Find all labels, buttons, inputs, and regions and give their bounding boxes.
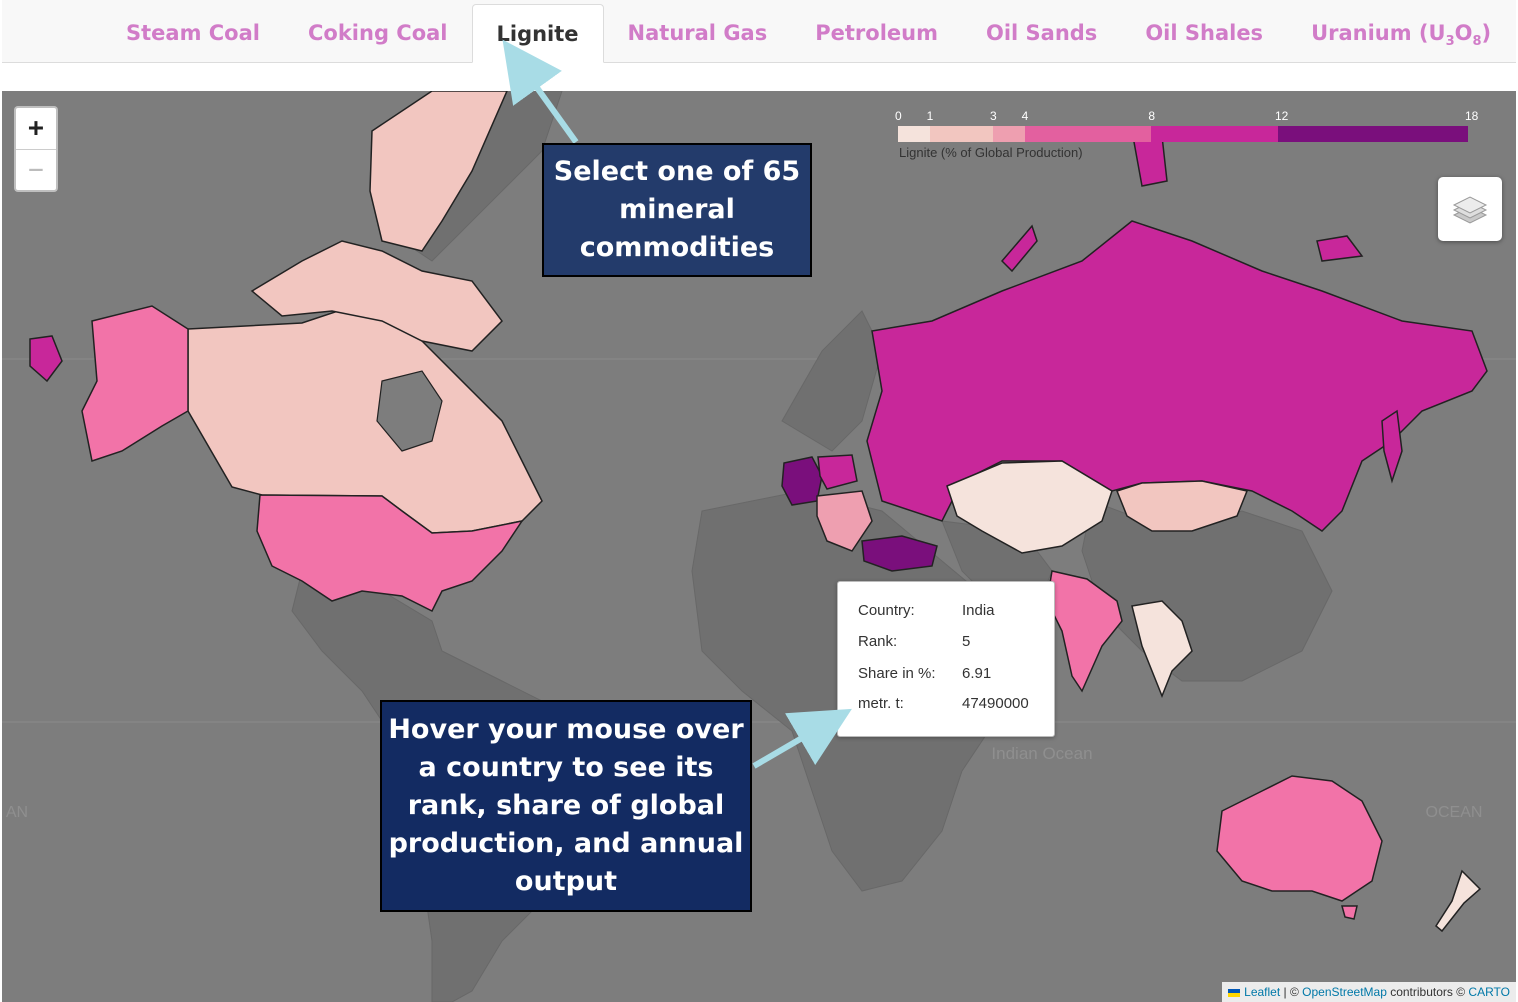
tab-coking-coal[interactable]: Coking Coal [307, 21, 448, 45]
map-attribution: Leaflet | © OpenStreetMap contributors ©… [1222, 982, 1516, 1002]
tooltip-share-label: Share in %: [858, 665, 936, 682]
legend-title: Lignite (% of Global Production) [899, 145, 1083, 160]
layers-icon [1452, 196, 1488, 224]
country-kazakhstan[interactable] [946, 460, 1113, 554]
country-se-asia[interactable] [1131, 600, 1193, 699]
country-canada-baffin[interactable] [369, 91, 508, 252]
zoom-in-button[interactable]: + [16, 108, 56, 150]
country-tooltip: Country: India Rank: 5 Share in %: 6.91 met… [837, 581, 1055, 737]
ocean-label-indian: Indian Ocean [991, 744, 1092, 763]
country-tasmania[interactable] [1341, 905, 1358, 920]
ocean-label-left: AN [6, 804, 28, 821]
tab-oil-shales[interactable]: Oil Shales [1145, 21, 1264, 45]
osm-link[interactable]: OpenStreetMap [1302, 985, 1387, 999]
callout-select-commodity: Select one of 65 mineral commodities [542, 143, 812, 277]
leaflet-link[interactable]: Leaflet [1244, 985, 1281, 999]
legend-color-bar [898, 126, 1468, 142]
country-canada-islands[interactable] [250, 240, 503, 352]
tab-lignite[interactable]: Lignite [471, 4, 604, 63]
country-balkans[interactable] [816, 490, 873, 552]
zoom-out-button[interactable]: − [28, 155, 44, 185]
tooltip-country-value: India [962, 602, 995, 619]
country-china[interactable] [1081, 500, 1333, 682]
layers-control[interactable] [1438, 177, 1502, 241]
country-usa-alaska[interactable] [81, 305, 189, 462]
tab-uranium[interactable]: Uranium (U3O8) [1311, 21, 1492, 50]
tooltip-output-value: 47490000 [962, 695, 1029, 712]
tooltip-country-label: Country: [858, 602, 915, 619]
legend-tick: 0 [895, 109, 902, 123]
commodity-tabbar: Steam Coal Coking Coal Lignite Natural G… [2, 0, 1516, 63]
country-russia-chukotka[interactable] [29, 335, 63, 383]
country-russia-east-island[interactable] [1316, 235, 1364, 262]
country-scandinavia[interactable] [781, 310, 883, 452]
legend-swatch [929, 126, 993, 142]
legend-tick: 8 [1148, 109, 1156, 123]
country-new-zealand[interactable] [1435, 869, 1482, 933]
legend-swatch [1024, 126, 1152, 142]
legend-swatch [1277, 126, 1468, 142]
country-russia-sakhalin[interactable] [1381, 409, 1403, 484]
tab-petroleum[interactable]: Petroleum [815, 21, 938, 45]
country-russia-novaya-zemlya[interactable] [1000, 224, 1038, 273]
legend-swatch [1151, 126, 1278, 142]
hudson-bay [376, 370, 443, 452]
zoom-control: + − [14, 106, 58, 192]
legend-tick: 1 [926, 109, 934, 123]
tab-oil-sands[interactable]: Oil Sands [985, 21, 1098, 45]
country-germany[interactable] [781, 456, 823, 506]
tooltip-output-label: metr. t: [858, 695, 904, 712]
legend-swatch [898, 126, 930, 142]
callout-hover-country: Hover your mouse over a country to see i… [380, 700, 752, 912]
country-australia[interactable] [1216, 775, 1383, 902]
country-usa[interactable] [256, 494, 524, 613]
tab-steam-coal[interactable]: Steam Coal [126, 21, 260, 45]
carto-link[interactable]: CARTO [1468, 985, 1510, 999]
legend-tick: 18 [1465, 109, 1479, 123]
commodity-tabs: Steam Coal Coking Coal Lignite Natural G… [102, 4, 1515, 63]
tooltip-share-value: 6.91 [962, 665, 992, 682]
tooltip-rank-value: 5 [962, 633, 971, 650]
tooltip-rank-label: Rank: [858, 633, 898, 650]
country-mongolia[interactable] [1116, 480, 1249, 532]
map-legend: 0 1 3 4 8 12 18 Lignite (% of Global Productio… [895, 108, 1479, 164]
tab-natural-gas[interactable]: Natural Gas [627, 21, 768, 45]
legend-swatch [992, 126, 1025, 142]
ukraine-flag-icon [1228, 988, 1241, 997]
legend-tick: 4 [1021, 109, 1029, 123]
legend-tick: 3 [990, 109, 997, 123]
country-turkey[interactable] [861, 535, 938, 572]
legend-tick: 12 [1275, 109, 1289, 123]
ocean-label-right: OCEAN [1426, 804, 1483, 821]
country-poland[interactable] [817, 454, 858, 490]
